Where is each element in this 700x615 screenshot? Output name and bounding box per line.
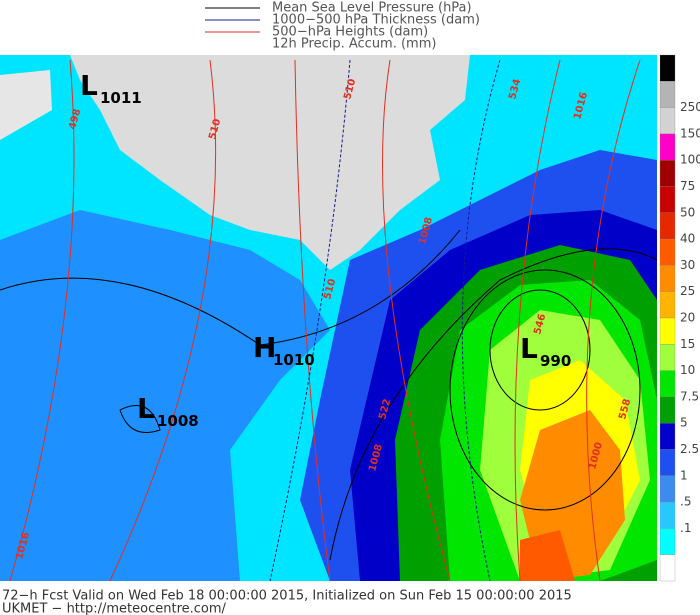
height-line [294,59,331,582]
center-value: 1011 [100,89,142,107]
contour-label: 510 [342,78,358,101]
center-value: 990 [540,352,571,370]
center-letter: H [253,331,276,364]
colorbar-swatch [659,291,676,319]
precip-area [520,530,575,581]
legend-label: Mean Sea Level Pressure (hPa) [272,1,472,16]
colorbar-label: 5 [680,416,688,430]
colorbar-swatch [659,475,676,503]
colorbar-label: 100 [680,153,700,167]
colorbar-label: 15 [680,337,695,351]
pressure-contours [0,229,658,561]
colorbar-swatch [659,554,676,582]
legend-label: 12h Precip. Accum. (mm) [272,37,436,52]
height-line [382,59,451,582]
height-line [514,59,561,582]
colorbar-label: 2.5 [680,442,699,456]
contour-label: 534 [507,78,523,101]
height-contours [9,59,641,582]
colorbar-label: 7.5 [680,389,699,403]
colorbar-swatch [659,344,676,371]
colorbar-swatch [659,449,676,476]
header-legend: Mean Sea Level Pressure (hPa)1000−500 hP… [205,1,480,52]
colorbar-label: 150 [680,126,700,140]
colorbar-label: 40 [680,232,695,246]
contour-label: 558 [617,398,633,421]
colorbar-label: 20 [680,311,695,325]
height-line [109,59,217,582]
colorbar-swatch [659,317,676,345]
center-letter: L [520,332,538,365]
colorbar-label: .1 [680,521,691,535]
isobar [119,405,161,433]
colorbar-swatch [659,186,676,213]
colorbar-label: 75 [680,179,695,193]
precip-area [0,210,330,581]
colorbar-swatch [659,396,676,424]
center-value: 1008 [157,412,199,430]
isobar [449,269,641,511]
colorbar-label: 30 [680,258,695,272]
contour-label: 510 [207,118,223,141]
colorbar-swatch [659,54,676,82]
contour-label: 546 [532,313,548,336]
footer: 72−h Fcst Valid on Wed Feb 18 00:00:00 2… [2,589,572,615]
thickness-contours [269,59,501,582]
isobar [0,229,461,346]
colorbar-label: .5 [680,495,691,509]
colorbar-swatch [659,370,676,398]
colorbar-swatch [659,238,676,266]
colorbar-label: 25 [680,284,695,298]
center-letter: L [80,69,98,102]
colorbar-label: 50 [680,205,695,219]
isobar [329,248,658,561]
colorbar-swatch [659,528,676,555]
colorbar-label: 10 [680,363,695,377]
legend-label: 500−hPa Heights (dam) [272,25,428,40]
colorbar-label: 250 [680,100,700,114]
footer-text: UKMET − http://meteocentre.com/ [2,602,227,615]
footer-text: 72−h Fcst Valid on Wed Feb 18 00:00:00 2… [2,589,572,604]
height-line [586,59,641,582]
colorbar-swatch [659,133,676,161]
colorbar-swatch [659,423,676,450]
height-line [9,59,75,582]
colorbar-swatch [659,212,676,240]
colorbar-swatch [659,81,676,108]
colorbar-swatch [659,160,676,187]
contour-label: 498 [67,108,83,131]
land [0,70,52,140]
colorbar-swatch [659,265,676,292]
contour-label: 510 [322,278,338,301]
land [70,55,470,270]
colorbar-swatch [659,107,676,135]
thickness-line [269,59,351,582]
map [0,55,658,582]
isobar [489,289,591,411]
contour-label: 522 [377,398,393,421]
center-value: 1010 [273,351,315,369]
colorbar: 250 150 100 75 50 40 30 25 20 15 10 7.5 5 2.5 1 .5 .1 [659,54,700,582]
center-letter: L [137,392,155,425]
colorbar-label: 1 [680,468,688,482]
colorbar-swatch [659,501,676,529]
legend-label: 1000−500 hPa Thickness (dam) [272,13,480,28]
